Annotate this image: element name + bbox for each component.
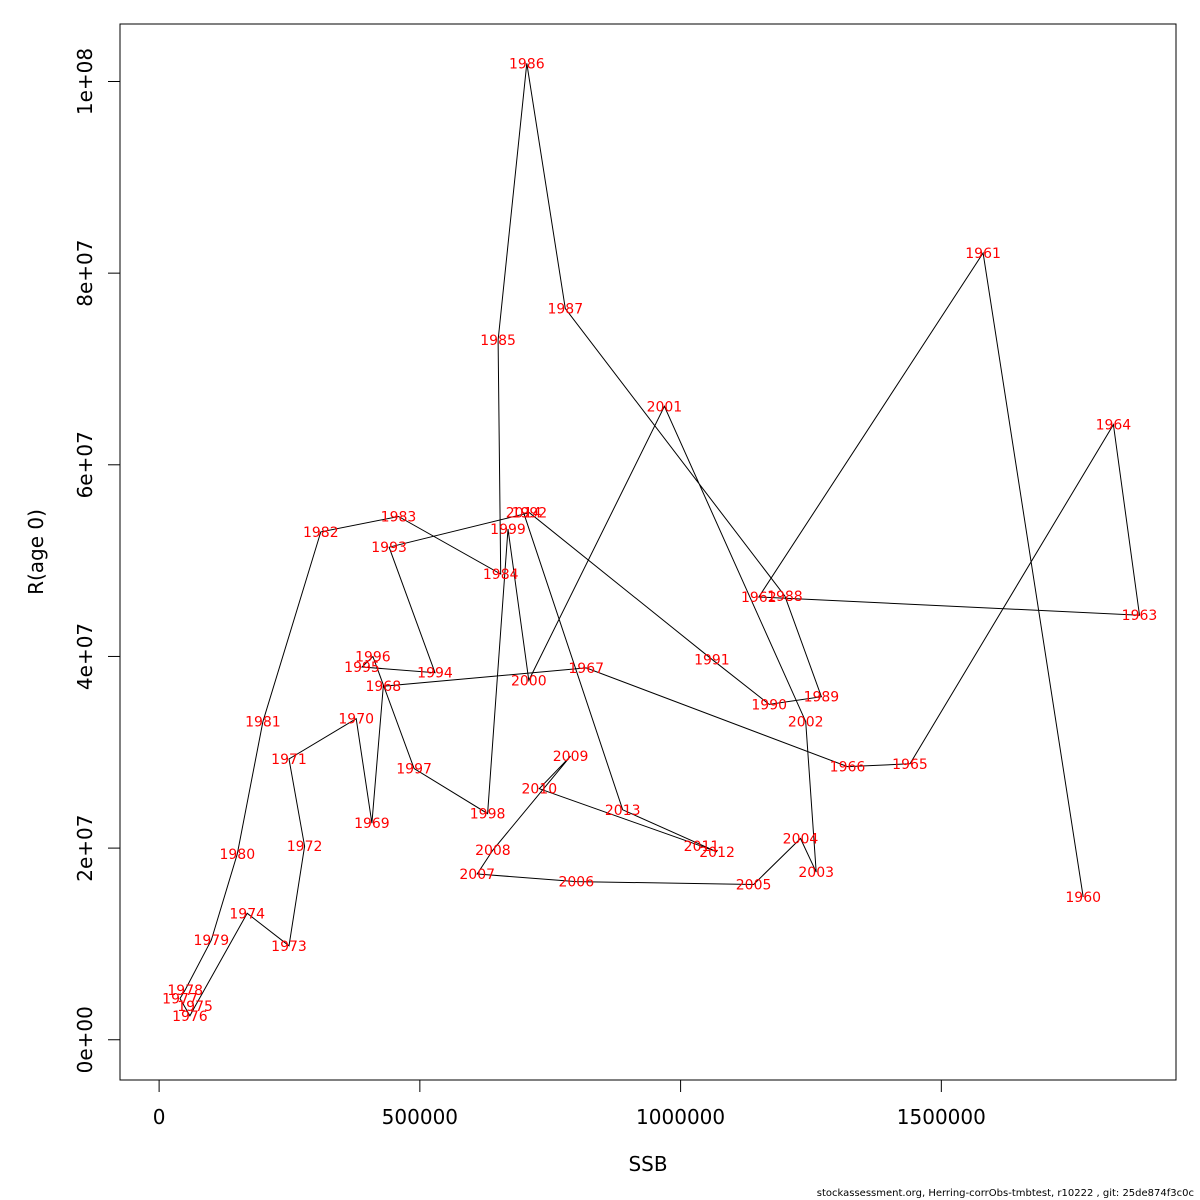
- year-label-2010: 2010: [521, 782, 557, 798]
- year-label-2012: 2012: [699, 845, 735, 861]
- y-axis: 0e+00 2e+07 4e+07 6e+07 8e+07 1e+08: [73, 48, 121, 1073]
- year-label-1979: 1979: [193, 933, 229, 949]
- year-label-2004: 2004: [783, 832, 819, 848]
- year-label-1991: 1991: [694, 652, 730, 668]
- year-label-2014: 2014: [506, 506, 542, 522]
- year-label-2013: 2013: [605, 803, 641, 819]
- year-label-2000: 2000: [511, 673, 547, 689]
- y-tick-label: 6e+07: [73, 431, 97, 498]
- x-tick-label: 500000: [382, 1105, 458, 1129]
- year-label-1971: 1971: [271, 752, 307, 768]
- year-label-1988: 1988: [767, 589, 803, 605]
- year-label-1976: 1976: [172, 1009, 208, 1025]
- year-label-1983: 1983: [381, 510, 417, 526]
- series-line: [179, 63, 1141, 1017]
- year-label-1998: 1998: [470, 807, 506, 823]
- year-label-1974: 1974: [229, 906, 265, 922]
- year-labels: 1960 1961 1962 1963 1964 1965 1966 1967 1968 1969…: [162, 56, 1157, 1025]
- year-label-1977: 1977: [162, 992, 198, 1008]
- year-label-1994: 1994: [417, 666, 453, 682]
- y-tick-label: 8e+07: [73, 240, 97, 307]
- year-label-1997: 1997: [396, 762, 432, 778]
- year-label-1984: 1984: [483, 567, 519, 583]
- year-label-1968: 1968: [365, 679, 401, 695]
- year-label-1990: 1990: [751, 697, 787, 713]
- year-label-1993: 1993: [371, 540, 407, 556]
- year-label-1972: 1972: [287, 839, 323, 855]
- year-label-1961: 1961: [965, 246, 1001, 262]
- year-label-2008: 2008: [475, 843, 511, 859]
- x-tick-label: 1000000: [636, 1105, 725, 1129]
- year-label-1982: 1982: [303, 525, 339, 541]
- year-label-1973: 1973: [271, 939, 307, 955]
- year-label-1970: 1970: [338, 712, 374, 728]
- x-tick-label: 0: [153, 1105, 166, 1129]
- y-axis-label: R(age 0): [24, 509, 48, 595]
- year-label-1992: 1992: [512, 506, 548, 522]
- year-label-1965: 1965: [892, 757, 928, 773]
- year-label-2009: 2009: [553, 749, 589, 765]
- year-label-1969: 1969: [354, 816, 390, 832]
- y-tick-label: 1e+08: [73, 48, 97, 115]
- year-label-1986: 1986: [509, 56, 545, 72]
- year-label-1999: 1999: [490, 522, 526, 538]
- year-label-2007: 2007: [459, 867, 495, 883]
- year-label-1963: 1963: [1122, 608, 1158, 624]
- year-label-1978: 1978: [167, 983, 203, 999]
- y-tick-label: 4e+07: [73, 623, 97, 690]
- year-label-1987: 1987: [547, 302, 583, 318]
- year-label-1960: 1960: [1065, 890, 1101, 906]
- year-label-2011: 2011: [684, 839, 720, 855]
- plot-frame: [119, 23, 1177, 1081]
- y-tick-label: 0e+00: [73, 1006, 97, 1073]
- year-label-1985: 1985: [480, 333, 516, 349]
- year-label-1996: 1996: [355, 650, 391, 666]
- x-tick-label: 1500000: [897, 1105, 986, 1129]
- year-label-1980: 1980: [219, 847, 255, 863]
- year-label-2002: 2002: [788, 715, 824, 731]
- year-label-1981: 1981: [245, 715, 281, 731]
- year-label-1989: 1989: [804, 690, 840, 706]
- year-label-2005: 2005: [736, 878, 772, 894]
- year-label-2001: 2001: [647, 399, 683, 415]
- year-label-1975: 1975: [177, 999, 213, 1015]
- year-label-1995: 1995: [344, 660, 380, 676]
- footer-caption: stockassessment.org, Herring-corrObs-tmb…: [816, 1188, 1194, 1199]
- x-axis-label: SSB: [628, 1152, 667, 1176]
- year-label-2006: 2006: [558, 875, 594, 891]
- year-label-1962: 1962: [741, 590, 777, 606]
- year-label-1966: 1966: [830, 760, 866, 776]
- x-axis: 0 500000 1000000 1500000: [153, 1079, 986, 1129]
- y-tick-label: 2e+07: [73, 814, 97, 881]
- year-label-1964: 1964: [1096, 418, 1132, 434]
- year-label-2003: 2003: [798, 865, 834, 881]
- year-label-1967: 1967: [568, 661, 604, 677]
